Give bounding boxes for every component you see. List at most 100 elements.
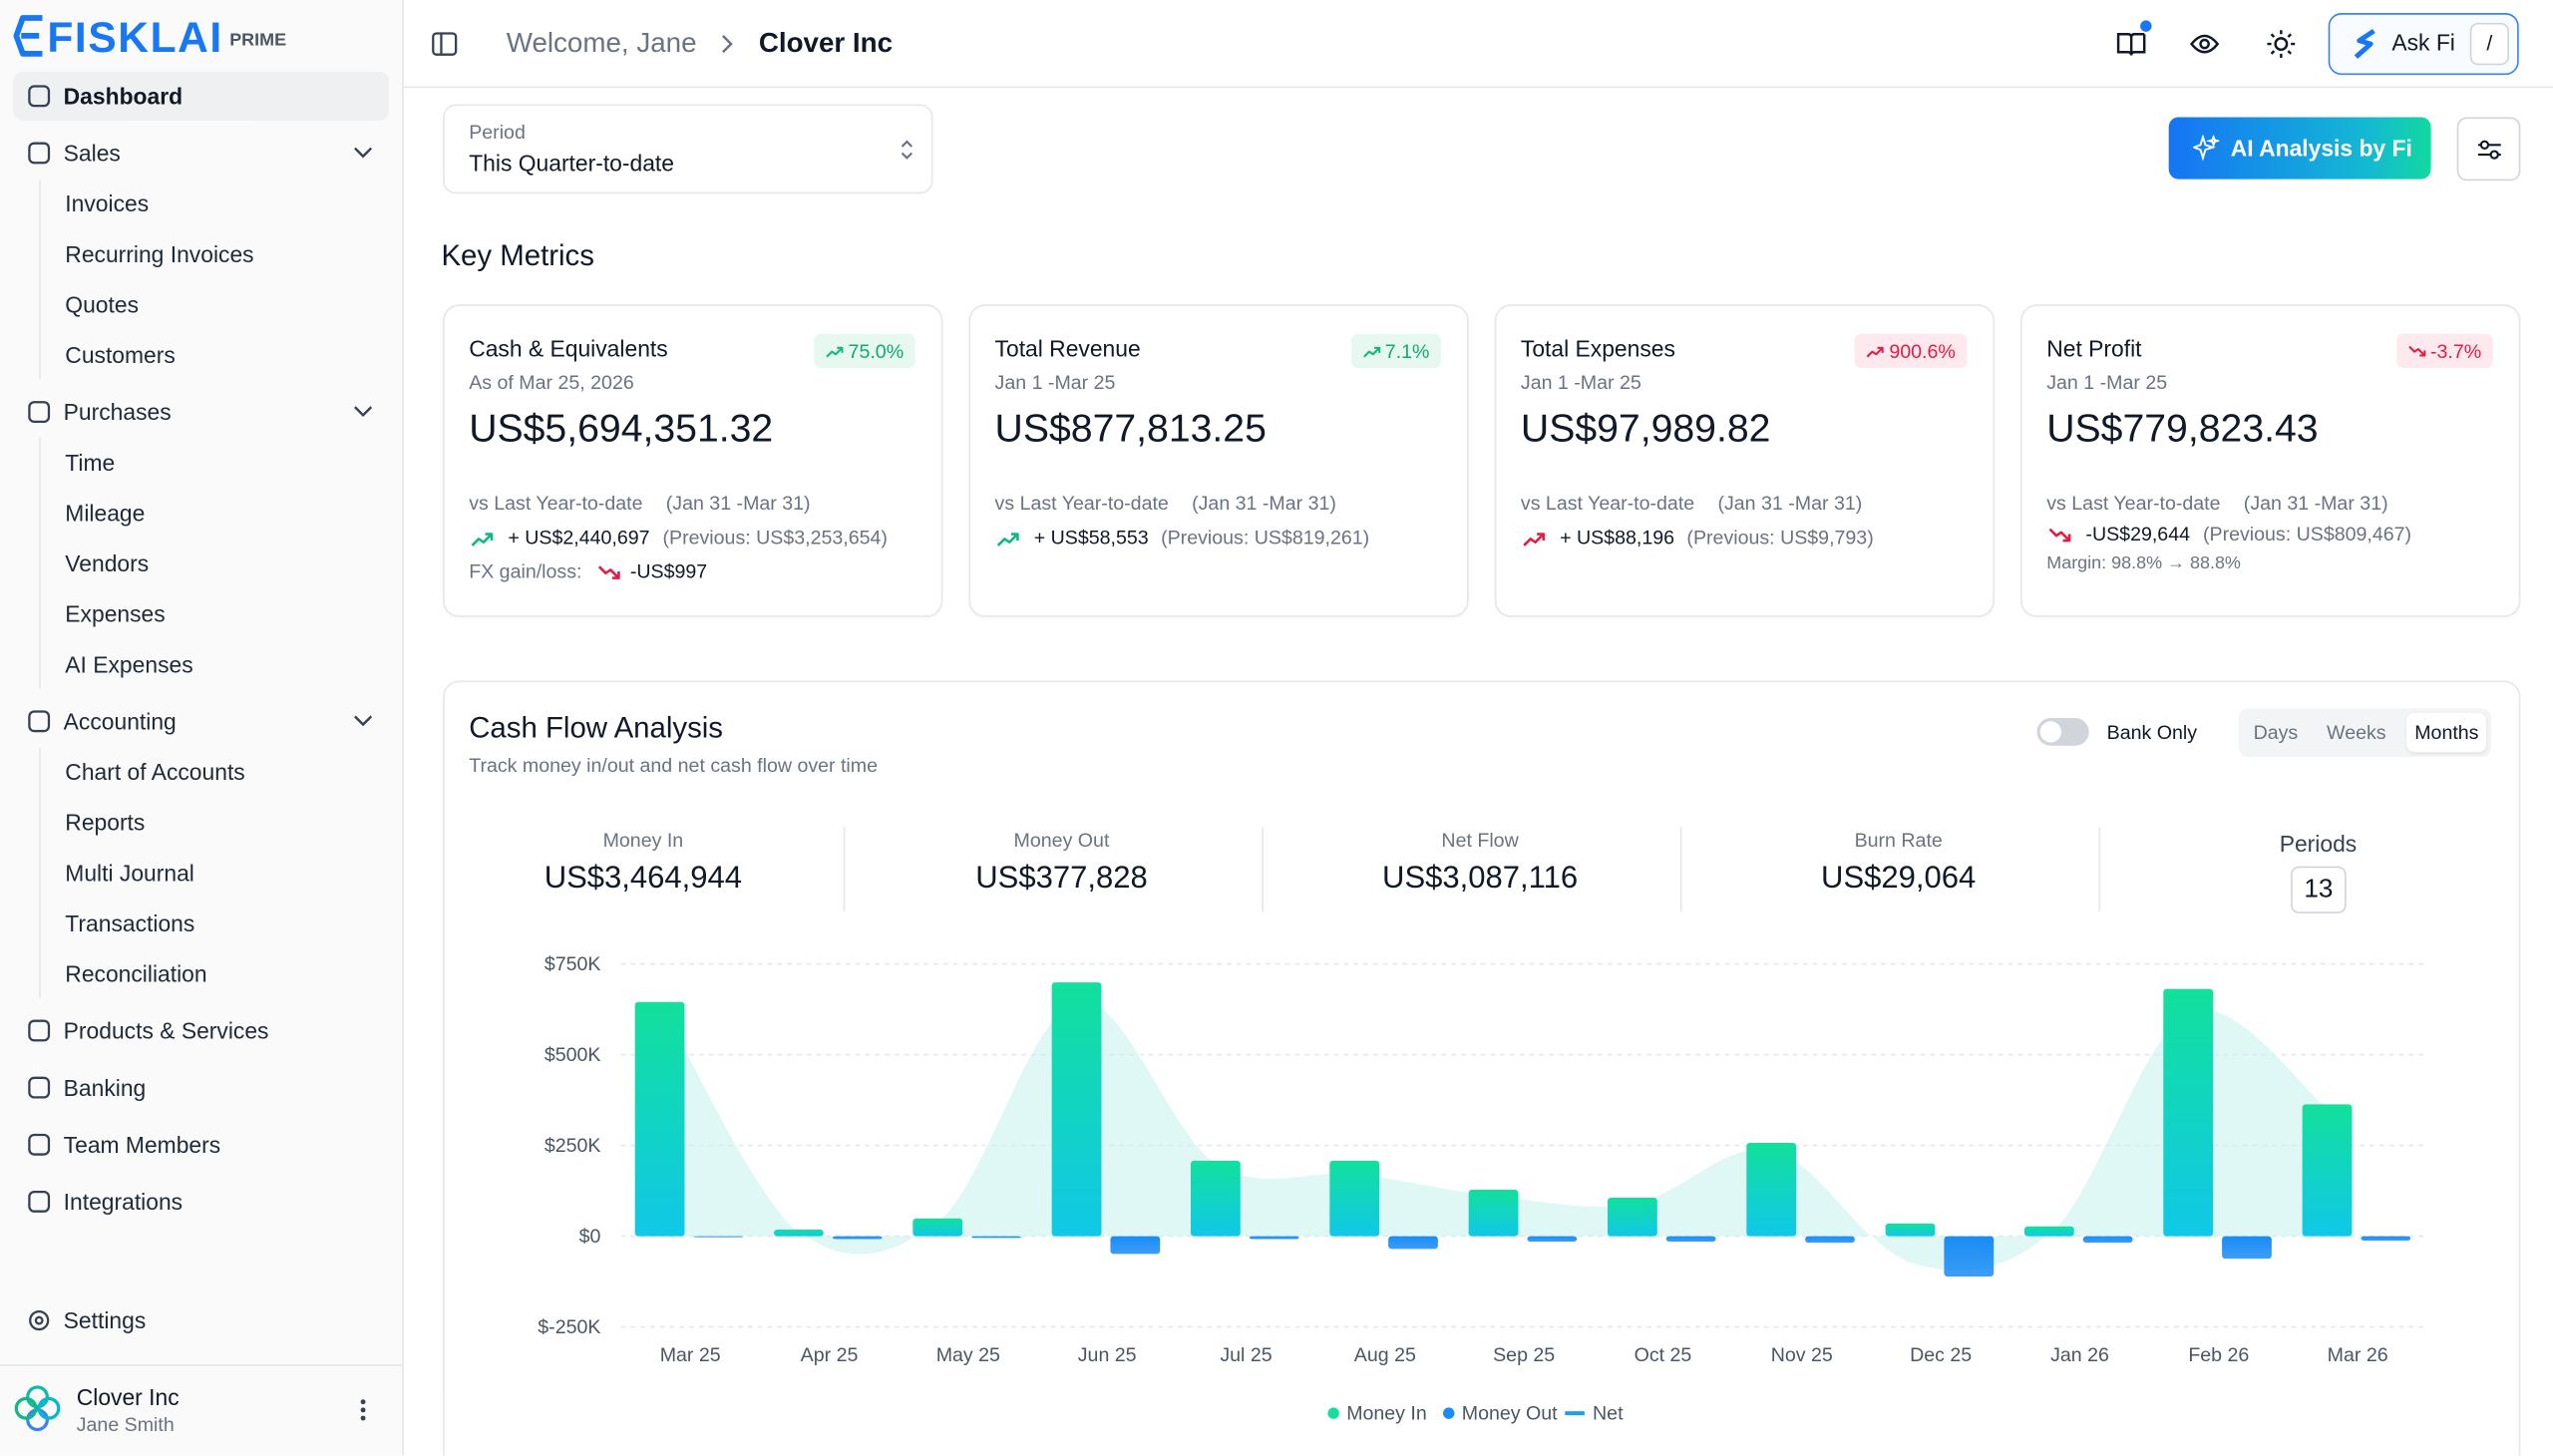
tab[interactable]: Months <box>2406 713 2487 753</box>
legend-item[interactable]: Net <box>1565 1403 1624 1425</box>
nav-item[interactable]: Sales <box>13 129 389 178</box>
summary-label: Net Flow <box>1441 829 1519 852</box>
nav-text: Invoices <box>65 190 150 217</box>
visibility-button[interactable] <box>2189 33 2220 56</box>
fx-value: -US$997 <box>629 559 708 583</box>
nav-subitem[interactable]: Expenses <box>13 589 389 638</box>
legend-item[interactable]: Money Out <box>1443 1403 1558 1425</box>
nav-subitem[interactable]: Mileage <box>13 489 389 538</box>
nav-subitem[interactable]: Reconciliation <box>13 949 389 998</box>
trend-icon <box>1523 533 1546 546</box>
nav-chevron[interactable] <box>353 147 373 160</box>
nav-icon <box>28 85 51 108</box>
nav-chevron[interactable] <box>353 406 373 419</box>
icon-shape <box>28 401 51 423</box>
ai-analysis-button[interactable]: AI Analysis by Fi <box>2168 117 2431 180</box>
badge-text: 7.1% <box>1384 339 1430 363</box>
nav-subitem[interactable]: AI Expenses <box>13 640 389 689</box>
trend-path <box>2407 344 2425 356</box>
money-out-bar <box>1944 1236 1995 1277</box>
nav-subitem[interactable]: Recurring Invoices <box>13 229 389 278</box>
nav-text: Dashboard <box>63 83 183 110</box>
nav-subitem[interactable]: Invoices <box>13 180 389 228</box>
y-tick-label: $250K <box>545 1135 601 1157</box>
nav-item[interactable]: Dashboard <box>13 71 390 121</box>
periods-input[interactable]: 13 <box>2291 866 2347 913</box>
nav-text: Multi Journal <box>65 860 194 887</box>
settings-icon <box>29 1309 50 1331</box>
nav-subitem[interactable]: Chart of Accounts <box>13 747 389 796</box>
settings-link[interactable]: Settings <box>13 1296 389 1345</box>
period-select[interactable]: Period This Quarter-to-date <box>443 104 933 194</box>
bank-only-label: Bank Only <box>2106 721 2198 745</box>
nav-item[interactable]: Accounting <box>13 697 389 746</box>
shortcut-key: / <box>2469 22 2509 66</box>
nav-chevron[interactable] <box>353 715 373 728</box>
nav-subitem[interactable]: Reports <box>13 798 389 847</box>
card-value: US$779,823.43 <box>2046 407 2319 452</box>
breadcrumb-welcome[interactable]: Welcome, Jane <box>506 27 697 59</box>
money-in-bar <box>1190 1160 1241 1237</box>
money-out-bar <box>832 1236 883 1240</box>
summary-label: Burn Rate <box>1854 829 1943 852</box>
nav-icon <box>28 1019 51 1042</box>
tab[interactable]: Days <box>2253 721 2299 745</box>
nav-subitem[interactable]: Vendors <box>13 539 389 587</box>
money-out-bar <box>2361 1236 2411 1241</box>
card-value: US$877,813.25 <box>994 407 1267 452</box>
badge-text: 900.6% <box>1889 339 1956 363</box>
nav-item[interactable]: Banking <box>13 1063 389 1112</box>
change-value: + US$58,553 <box>1033 526 1149 549</box>
docs-button[interactable] <box>2116 31 2146 57</box>
nav-text: Recurring Invoices <box>65 240 254 267</box>
card-title: Total Expenses <box>1520 335 1675 362</box>
bank-only-toggle[interactable] <box>2036 718 2089 746</box>
change-badge: -3.7% <box>2395 333 2493 368</box>
legend-item[interactable]: Money In <box>1327 1403 1427 1425</box>
legend-swatch <box>1443 1407 1455 1419</box>
change-value: -US$29,644 <box>2085 523 2190 546</box>
theme-button[interactable] <box>2267 29 2296 58</box>
nav-text: Sales <box>63 140 121 167</box>
nav-item[interactable]: Products & Services <box>13 1006 389 1055</box>
money-in-bar <box>1746 1143 1797 1237</box>
nav-item[interactable]: Team Members <box>13 1120 389 1169</box>
nav-subitem[interactable]: Time <box>13 438 389 487</box>
card-value: US$5,694,351.32 <box>469 407 774 452</box>
nav-text: Vendors <box>65 549 150 576</box>
org-switcher[interactable]: Clover Inc Jane Smith <box>0 1364 403 1455</box>
ai-icon <box>2193 135 2220 162</box>
panel-subtitle: Track money in/out and net cash flow ove… <box>469 753 879 777</box>
org-menu[interactable] <box>360 1398 367 1421</box>
nav-text: AI Expenses <box>65 651 193 678</box>
summary-label: Money In <box>602 829 684 852</box>
nav-subitem[interactable]: Customers <box>13 330 389 379</box>
nav-text: Purchases <box>63 398 172 426</box>
previous-value: (Previous: US$9,793) <box>1686 526 1874 549</box>
ask-fi-button[interactable]: Ask Fi / <box>2328 13 2519 76</box>
nav-subitem[interactable]: Quotes <box>13 280 389 329</box>
sidebar-toggle[interactable] <box>432 31 458 57</box>
trend-icon <box>1867 345 1885 357</box>
ask-fi-text: Ask Fi <box>2391 29 2455 56</box>
money-out-bar <box>1249 1236 1299 1240</box>
trend-path <box>1362 345 1380 357</box>
header: Welcome, Jane Clover Inc Ask Fi / <box>403 0 2553 89</box>
money-in-bar <box>1329 1160 1380 1237</box>
money-in-bar <box>1607 1197 1657 1237</box>
badge-text: 75.0% <box>848 339 905 363</box>
cash-flow-panel: Cash Flow Analysis Track money in/out an… <box>443 680 2521 1456</box>
legend-label: Net <box>1593 1403 1624 1425</box>
compare-label: vs Last Year-to-date <box>2046 492 2221 515</box>
filter-button[interactable] <box>2456 117 2521 182</box>
nav-item[interactable]: Integrations <box>13 1177 389 1226</box>
nav-subitem[interactable]: Transactions <box>13 899 389 947</box>
nav-item[interactable]: Purchases <box>13 388 389 437</box>
money-in-bar <box>2302 1104 2353 1237</box>
org-avatar <box>14 1385 61 1432</box>
tab[interactable]: Weeks <box>2327 721 2386 745</box>
notification-dot <box>2140 20 2152 32</box>
money-in-bar <box>1051 982 1102 1237</box>
nav-icon <box>28 1190 51 1213</box>
nav-subitem[interactable]: Multi Journal <box>13 849 389 898</box>
